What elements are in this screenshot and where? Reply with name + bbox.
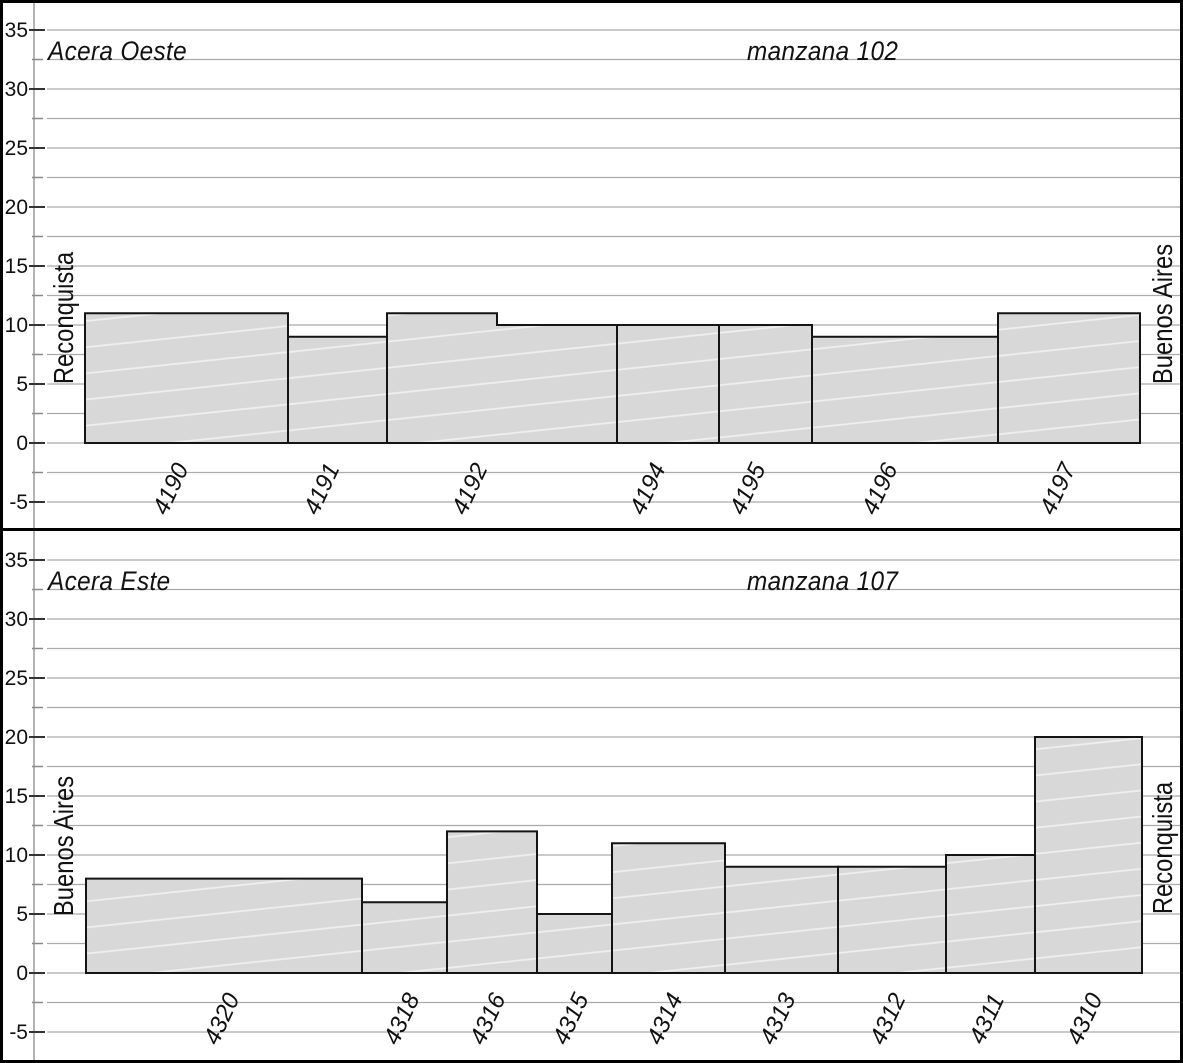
y-axis-label: 5 [16, 373, 28, 396]
parcel-4190 [84, 312, 289, 444]
y-axis-label: 15 [5, 255, 28, 278]
parcel-4313 [724, 865, 839, 974]
y-axis-label: -5 [9, 1021, 28, 1044]
y-axis-label: 5 [16, 903, 28, 926]
parcel-4196 [811, 335, 999, 444]
y-axis-label: 30 [5, 78, 28, 101]
parcel-4195 [718, 324, 813, 444]
x-axis-label: 4314 [641, 989, 688, 1049]
sidewalk-title-este: Acera Este [48, 566, 171, 596]
y-axis-label: 10 [5, 314, 28, 337]
street-label-reconquista-top: Reconquista [48, 251, 79, 385]
sidewalk-title-oeste: Acera Oeste [48, 36, 188, 66]
x-axis-label: 4315 [547, 989, 594, 1049]
panel-acera-oeste: 35 30 25 20 15 10 5 0 -5 4190 4191 4192 4194 4195 4196… [3, 3, 1180, 528]
x-axis-label: 4320 [198, 989, 245, 1049]
y-axis-label: 30 [5, 608, 28, 631]
parcel-4312 [837, 865, 947, 974]
x-axis-label: 4310 [1061, 989, 1108, 1049]
panel-divider [3, 528, 1180, 531]
parcel-4192 [386, 312, 618, 444]
y-axis-label: 15 [5, 785, 28, 808]
parcel-4310 [1034, 736, 1143, 974]
parcel-4316 [446, 830, 538, 974]
y-axis-label: 25 [5, 137, 28, 160]
block-title-107: manzana 107 [747, 566, 899, 596]
y-axis-label: 35 [5, 549, 28, 572]
x-axis-label: 4197 [1034, 458, 1082, 519]
y-axis-label: 0 [16, 962, 28, 985]
x-axis-label: 4192 [446, 459, 493, 519]
x-axis-label: 4190 [147, 459, 194, 519]
x-axis-label: 4316 [464, 989, 511, 1049]
y-axis-label: 35 [5, 19, 28, 42]
x-axis-label: 4318 [378, 989, 425, 1049]
panel-acera-este: 35 30 25 20 15 10 5 0 -5 4320 4318 4316 4315 4314 4313… [3, 531, 1180, 1060]
x-axis-label: 4313 [754, 989, 801, 1049]
x-axis-label: 4194 [624, 459, 671, 519]
chart-canvas: 35 30 25 20 15 10 5 0 -5 4320 4318 4316 4315 4314 4313… [5, 531, 1180, 1060]
parcel-4197 [997, 312, 1141, 444]
y-axis-label: -5 [9, 491, 28, 514]
parcel-4191 [287, 335, 388, 444]
street-label-buenos-aires-bottom: Buenos Aires [48, 775, 79, 917]
x-axis-label: 4195 [724, 459, 771, 519]
y-axis-label: 25 [5, 667, 28, 690]
parcel-4315 [536, 913, 613, 974]
street-label-buenos-aires-top: Buenos Aires [1147, 243, 1178, 385]
parcel-4311 [945, 854, 1036, 974]
parcel-4314 [611, 842, 726, 974]
parcel-4194 [616, 324, 720, 444]
y-axis-label: 20 [5, 726, 28, 749]
block-title-102: manzana 102 [747, 36, 899, 66]
y-axis-label: 10 [5, 844, 28, 867]
chart-canvas: 35 30 25 20 15 10 5 0 -5 4190 4191 4192 4194 4195 4196… [5, 3, 1180, 528]
y-axis-label: 0 [16, 432, 28, 455]
parcel-4320 [85, 877, 363, 974]
x-axis-label: 4311 [964, 990, 1010, 1048]
x-axis-label: 4196 [856, 459, 903, 519]
parcel-4318 [361, 901, 448, 974]
x-axis-label: 4191 [298, 459, 345, 519]
y-axis-label: 20 [5, 196, 28, 219]
x-axis-label: 4312 [864, 989, 911, 1049]
street-label-reconquista-bottom: Reconquista [1147, 781, 1178, 915]
